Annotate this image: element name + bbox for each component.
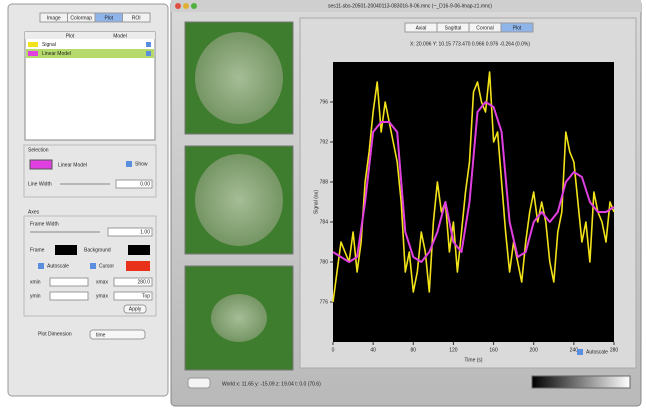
close-button[interactable] — [175, 3, 181, 9]
label: xmax — [96, 279, 108, 285]
label: Background — [84, 247, 111, 253]
series-name: Signal — [42, 42, 56, 48]
y-axis-label: Signal (au) — [313, 190, 319, 215]
brain-image — [195, 154, 283, 246]
list-header: Plot — [66, 33, 75, 39]
window-title: ses11-sbs-20501-20040113-083016-9-06.mnc… — [328, 3, 492, 9]
tab-label: Plot — [513, 25, 522, 31]
checkbox[interactable] — [126, 161, 132, 167]
y-tick-label: 788 — [320, 179, 329, 185]
brain-image — [211, 294, 267, 342]
label: Linear Model — [58, 162, 87, 168]
label: Autoscale — [586, 349, 608, 355]
checkbox[interactable] — [90, 263, 96, 269]
button-label: Apply — [129, 306, 142, 312]
label: Line Width — [28, 181, 52, 187]
color-swatch — [28, 42, 38, 47]
tab-label: Axial — [416, 25, 427, 31]
section-label: Axes — [28, 209, 40, 215]
text-field[interactable] — [50, 292, 88, 300]
y-tick-label: 780 — [320, 259, 329, 265]
y-tick-label: 776 — [320, 299, 329, 305]
colorbar — [532, 376, 630, 388]
value: time — [96, 332, 106, 338]
x-tick-label: 0 — [332, 347, 335, 353]
label: Frame — [30, 247, 45, 253]
text-field[interactable] — [50, 278, 88, 286]
label: xmin — [30, 279, 41, 285]
tab-label: ROI — [132, 15, 141, 21]
list-header: Model — [113, 33, 127, 39]
label: Cursor — [99, 263, 114, 269]
y-tick-label: 792 — [320, 139, 329, 145]
value: 1.00 — [140, 229, 150, 235]
tab-label: Image — [47, 15, 61, 21]
label: Frame Width — [30, 221, 59, 227]
inspector-panel: Image Colormap Plot ROI Plot Model Signal Li… — [8, 4, 168, 396]
value: 0.00 — [140, 181, 150, 187]
color-well[interactable] — [55, 245, 77, 255]
x-tick-label: 240 — [570, 347, 579, 353]
x-tick-label: 280 — [610, 347, 619, 353]
x-axis-label: Time (s) — [464, 357, 482, 363]
button[interactable] — [188, 378, 210, 388]
info-line: X: 20.096 Y: 10.15 773.470 0.966 0.976 -… — [410, 41, 530, 47]
checkbox[interactable] — [146, 51, 151, 56]
x-tick-label: 80 — [411, 347, 417, 353]
tab-label: Colormap — [70, 15, 92, 21]
color-well[interactable] — [128, 245, 150, 255]
minimize-button[interactable] — [183, 3, 189, 9]
screen: Image Colormap Plot ROI Plot Model Signal Li… — [0, 0, 646, 409]
label: Autoscale — [47, 263, 69, 269]
tab-label: Sagittal — [445, 25, 462, 31]
y-tick-label: 784 — [320, 219, 329, 225]
section-label: Selection — [28, 147, 49, 153]
checkbox[interactable] — [38, 263, 44, 269]
series-name: Linear Model — [42, 51, 71, 57]
main-window: ses11-sbs-20501-20040113-083016-9-06.mnc… — [171, 0, 641, 406]
label: ymax — [96, 293, 108, 299]
brain-image — [195, 32, 283, 124]
label: Plot Dimension — [38, 331, 72, 337]
label: Show — [135, 161, 148, 167]
value: Top — [142, 293, 150, 299]
label: ymin — [30, 293, 41, 299]
value: 280.0 — [137, 279, 150, 285]
color-swatch — [28, 51, 38, 56]
x-tick-label: 120 — [449, 347, 458, 353]
checkbox[interactable] — [577, 349, 583, 355]
tab-label: Plot — [104, 15, 113, 21]
status-line: World x: 11.65 y: -15.09 z: 19.04 t: 0.0… — [222, 381, 321, 387]
color-well[interactable] — [126, 261, 150, 271]
x-tick-label: 40 — [370, 347, 376, 353]
x-tick-label: 160 — [489, 347, 498, 353]
color-well[interactable] — [30, 160, 52, 169]
x-tick-label: 200 — [530, 347, 539, 353]
y-tick-label: 796 — [320, 99, 329, 105]
zoom-button[interactable] — [191, 3, 197, 9]
checkbox[interactable] — [146, 42, 151, 47]
tab-label: Coronal — [476, 25, 494, 31]
